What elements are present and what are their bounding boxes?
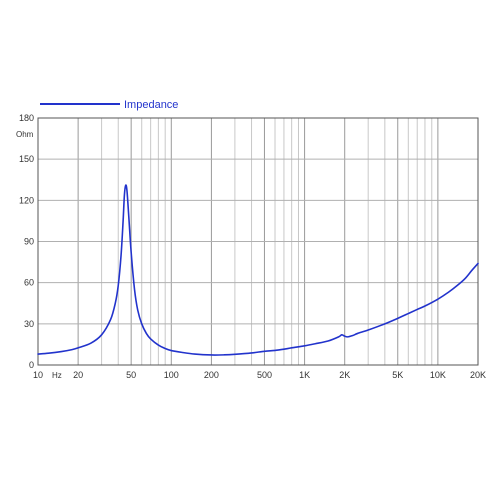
x-tick-label: 10K bbox=[430, 370, 446, 380]
y-tick-label: 180 bbox=[19, 113, 34, 123]
x-tick-label: 20K bbox=[470, 370, 486, 380]
x-tick-label: 50 bbox=[126, 370, 136, 380]
y-tick-label: 90 bbox=[24, 237, 34, 247]
y-tick-label: 120 bbox=[19, 195, 34, 205]
y-tick-label: 0 bbox=[29, 360, 34, 370]
series-line-impedance bbox=[37, 184, 479, 356]
x-axis-unit: Hz bbox=[52, 371, 62, 380]
x-axis-ticks: 10 20 50 100 200 500 1K 2K 5K 10K 20K bbox=[33, 370, 486, 380]
x-tick-label: 20 bbox=[73, 370, 83, 380]
y-tick-label: 60 bbox=[24, 278, 34, 288]
x-tick-label: 500 bbox=[257, 370, 272, 380]
x-tick-label: 2K bbox=[339, 370, 350, 380]
y-tick-label: 150 bbox=[19, 154, 34, 164]
series-layer bbox=[37, 184, 479, 356]
y-axis-unit: Ohm bbox=[16, 130, 34, 139]
plot-grid bbox=[37, 117, 479, 366]
y-tick-label: 30 bbox=[24, 319, 34, 329]
legend-label-impedance: Impedance bbox=[124, 99, 178, 111]
plot-frame bbox=[37, 117, 479, 366]
x-tick-label: 200 bbox=[204, 370, 219, 380]
x-tick-label: 100 bbox=[164, 370, 179, 380]
x-tick-label: 10 bbox=[33, 370, 43, 380]
x-tick-label: 1K bbox=[299, 370, 310, 380]
legend: Impedance bbox=[40, 99, 178, 111]
x-tick-label: 5K bbox=[392, 370, 403, 380]
y-axis-ticks: 0 30 60 90 120 150 180 bbox=[19, 113, 34, 370]
